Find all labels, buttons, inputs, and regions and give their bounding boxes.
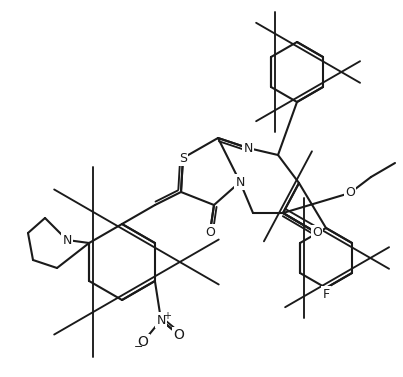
Text: N: N: [243, 141, 253, 155]
Text: S: S: [179, 152, 187, 164]
Text: O: O: [205, 225, 215, 239]
Text: O: O: [345, 187, 355, 199]
Text: O: O: [137, 335, 148, 349]
Text: −: −: [134, 342, 144, 352]
Text: O: O: [312, 227, 322, 239]
Text: N: N: [156, 314, 166, 326]
Text: F: F: [322, 288, 330, 300]
Text: O: O: [174, 328, 185, 342]
Text: +: +: [163, 311, 171, 321]
Text: N: N: [62, 233, 72, 247]
Text: N: N: [235, 176, 245, 188]
